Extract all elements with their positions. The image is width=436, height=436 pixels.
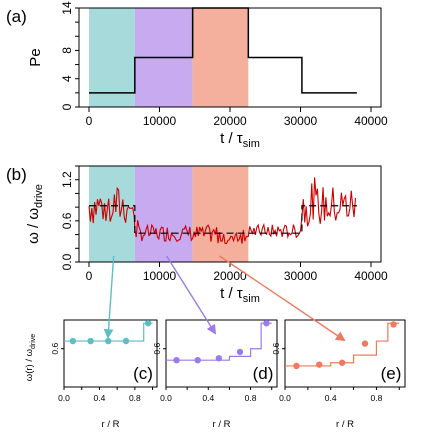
panel-c: 0.0 0.4 0.8 0.6 r / R ω(r) / ωdrive (c) <box>24 319 158 430</box>
data-point <box>144 319 152 327</box>
shaded-region <box>134 166 193 262</box>
x-axis-label: r / R <box>213 419 231 430</box>
connector-arrow <box>165 255 217 335</box>
pe-series-line <box>89 7 357 94</box>
shaded-region <box>192 166 249 262</box>
data-point <box>122 337 130 345</box>
x-tick-label: 30000 <box>284 269 318 283</box>
data-point <box>293 362 300 370</box>
step-line <box>166 322 272 361</box>
y-tick-label: 0.6 <box>271 343 281 355</box>
x-axis-label-sub: sim <box>243 293 260 305</box>
y-tick-label: 0 <box>60 103 74 110</box>
x-tick-label: 0.4 <box>325 393 337 403</box>
step-line <box>285 322 400 367</box>
x-tick-label: 40000 <box>354 269 388 283</box>
mean-dashed-line <box>89 205 357 234</box>
panel-label: (e) <box>381 364 402 383</box>
x-tick-label: 0.0 <box>160 393 172 403</box>
x-tick-label: 10000 <box>143 114 177 128</box>
plot-frame <box>165 319 278 388</box>
plot-frame <box>63 319 158 388</box>
data-point <box>338 359 346 366</box>
y-tick-label: 8 <box>60 47 74 54</box>
x-tick-label: 0.4 <box>94 393 106 403</box>
arrows <box>103 255 346 342</box>
data-point <box>361 340 369 347</box>
x-axis-label-main: t / τ <box>220 130 243 147</box>
y-axis-label: Pe <box>27 48 44 66</box>
panel-label: (c) <box>133 364 153 383</box>
x-tick-label: 0 <box>86 269 93 283</box>
panel-e: 0.0 0.4 0.8 0.6 r / R (e) <box>271 319 406 430</box>
connector-arrow <box>103 255 115 339</box>
panel-label: (d) <box>253 364 274 383</box>
x-axis-label: t / τsim <box>220 130 260 150</box>
x-tick-label: 10000 <box>143 269 177 283</box>
y-tick-label: 0.6 <box>60 212 74 229</box>
y-axis-label-sub: drive <box>33 184 45 208</box>
omega-series-line <box>88 177 357 245</box>
x-tick-label: 0.8 <box>129 393 141 403</box>
x-tick-label: 0.8 <box>371 393 383 403</box>
x-axis-label: t / τsim <box>220 285 260 305</box>
shaded-region <box>89 8 135 107</box>
y-axis-label: ω(r) / ωdrive <box>24 334 37 382</box>
panel-a: 0 10000 20000 30000 40000 t / τsim (a) 0 4 8 14 Pe <box>6 1 388 150</box>
x-axis-label-sub: sim <box>243 138 260 150</box>
panel-d: 0.0 0.4 0.8 0.6 r / R (d) <box>152 319 278 430</box>
y-axis-label-sub: drive <box>30 334 37 349</box>
y-tick-label: 4 <box>60 75 74 82</box>
connector-arrow <box>219 255 346 342</box>
data-point <box>69 337 77 345</box>
data-point <box>194 357 201 364</box>
plot-frame <box>284 319 406 388</box>
x-axis-label: r / R <box>336 419 354 430</box>
panel-label: (a) <box>6 7 27 26</box>
x-tick-label: 40000 <box>354 114 388 128</box>
y-tick-label: 1.2 <box>60 171 74 188</box>
x-axis-label-main: t / τ <box>220 285 243 302</box>
data-point <box>263 319 270 327</box>
x-tick-label: 0.8 <box>245 393 257 403</box>
data-point <box>236 348 244 356</box>
x-tick-label: 0.4 <box>202 393 214 403</box>
x-tick-label: 0 <box>86 114 93 128</box>
y-tick-label: 0.6 <box>50 343 60 355</box>
shaded-region <box>192 8 249 107</box>
data-point <box>390 321 397 328</box>
x-tick-label: 0.0 <box>58 393 70 403</box>
y-tick-label: 0.6 <box>152 343 162 355</box>
y-tick-label: 14 <box>60 1 74 15</box>
y-axis-label-main: ω(r) / ω <box>24 348 35 381</box>
data-point <box>173 357 180 364</box>
y-tick-label: 0.0 <box>60 253 74 270</box>
panel-label: (b) <box>6 165 27 184</box>
x-tick-label: 0.0 <box>279 393 291 403</box>
x-tick-label: 20000 <box>213 114 247 128</box>
y-axis-label: ω / ωdrive <box>25 184 45 244</box>
y-axis-label-main: ω / ω <box>25 208 42 244</box>
data-point <box>316 361 323 368</box>
panel-b: 0 10000 20000 30000 40000 t / τsim (b) 0.0 0.6 1.… <box>6 165 388 305</box>
x-tick-label: 20000 <box>213 269 247 283</box>
x-axis-label: r / R <box>102 419 120 430</box>
data-point <box>215 355 223 362</box>
data-point <box>105 337 112 345</box>
x-tick-label: 30000 <box>284 114 318 128</box>
data-point <box>87 337 94 345</box>
